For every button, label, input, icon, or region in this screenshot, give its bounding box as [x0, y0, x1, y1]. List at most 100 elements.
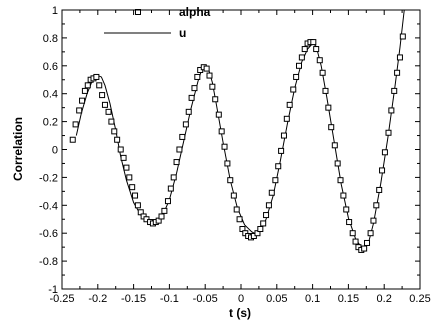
alpha-point [325, 104, 332, 111]
alpha-point [396, 54, 403, 61]
alpha-point [164, 198, 171, 205]
alpha-point [257, 226, 264, 233]
alpha-point [123, 164, 130, 171]
series-u-line [75, 9, 405, 250]
alpha-point [275, 163, 282, 170]
alpha-point [221, 143, 228, 150]
alpha-point [101, 101, 108, 108]
alpha-point [108, 118, 115, 125]
y-tick-label: -0.2 [39, 172, 58, 184]
y-tick-label: 0 [52, 145, 58, 157]
x-tick-label: -0.05 [193, 293, 218, 305]
alpha-point [367, 230, 374, 237]
x-tick-label: -0.2 [88, 293, 107, 305]
alpha-point [69, 136, 76, 143]
legend-u-label: u [179, 26, 186, 40]
alpha-point [182, 121, 189, 128]
alpha-point [161, 207, 168, 214]
alpha-point [76, 107, 83, 114]
legend-alpha-label: alpha [179, 5, 211, 19]
alpha-point [346, 219, 353, 226]
alpha-point [224, 160, 231, 167]
alpha-point [167, 185, 174, 192]
alpha-point [343, 206, 350, 213]
alpha-point [185, 108, 192, 115]
alpha-point [96, 82, 103, 89]
x-tick-label: -0.1 [160, 293, 179, 305]
alpha-point [260, 220, 267, 227]
alpha-point [394, 69, 401, 76]
x-tick-label: 0.15 [338, 293, 359, 305]
alpha-point [72, 121, 79, 128]
alpha-point [263, 212, 270, 219]
alpha-point [265, 202, 272, 209]
alpha-point [134, 202, 141, 209]
alpha-point [126, 174, 133, 181]
alpha-point [310, 39, 317, 46]
alpha-point [230, 192, 237, 199]
alpha-point [268, 189, 275, 196]
alpha-point [290, 86, 297, 93]
alpha-point [331, 142, 338, 149]
alpha-point [176, 146, 183, 153]
alpha-point [93, 73, 100, 80]
alpha-point [173, 159, 180, 166]
x-tick-label: 0 [238, 293, 244, 305]
alpha-point [337, 177, 344, 184]
alpha-point [129, 184, 136, 191]
x-axis-title: t (s) [229, 306, 251, 320]
y-tick-label: 0.8 [43, 33, 58, 45]
y-tick-label: 0.2 [43, 117, 58, 129]
y-axis-ticks: -1 -0.8 -0.6 -0.4 -0.2 0 0.2 0.4 0.6 0.8 1 [39, 5, 420, 296]
alpha-point [81, 87, 88, 94]
alpha-point [298, 54, 305, 61]
alpha-point [283, 115, 290, 122]
alpha-point [376, 186, 383, 193]
alpha-point [370, 217, 377, 224]
y-tick-label: 1 [52, 5, 58, 17]
alpha-point [206, 72, 213, 79]
series-alpha [69, 33, 406, 253]
legend-alpha-marker [135, 9, 141, 15]
alpha-point [381, 149, 388, 156]
alpha-point [391, 87, 398, 94]
alpha-point [218, 128, 225, 135]
alpha-point [296, 62, 302, 69]
alpha-point [209, 83, 216, 90]
alpha-point [212, 96, 219, 103]
x-tick-label: 0.1 [305, 293, 320, 305]
alpha-point [79, 97, 86, 104]
y-axis-title: Correlation [11, 117, 25, 181]
y-tick-label: -0.4 [39, 200, 58, 212]
alpha-point [399, 33, 406, 40]
alpha-point [236, 216, 243, 223]
x-tick-label: -0.15 [121, 293, 146, 305]
alpha-point [215, 111, 222, 118]
alpha-point [179, 133, 186, 140]
alpha-point [361, 245, 368, 252]
alpha-point [203, 65, 210, 72]
alpha-point [111, 128, 118, 135]
y-tick-label: 0.6 [43, 61, 58, 73]
alpha-point [278, 147, 285, 154]
alpha-point [280, 132, 287, 139]
alpha-point [286, 101, 293, 108]
alpha-point [352, 238, 359, 245]
alpha-point [334, 160, 341, 167]
x-tick-label: 0.25 [409, 293, 430, 305]
alpha-point [293, 73, 300, 80]
alpha-point [340, 192, 347, 199]
alpha-point [132, 192, 139, 199]
x-axis-ticks: -0.25 -0.2 -0.15 -0.1 -0.05 0 0.05 0.1 0.15 0.2 0.… [49, 10, 431, 305]
alpha-point [191, 85, 198, 92]
alpha-point [319, 69, 326, 76]
y-tick-label: -0.8 [39, 256, 58, 268]
alpha-point [170, 174, 177, 181]
y-tick-label: 0.4 [43, 89, 58, 101]
alpha-point [385, 129, 392, 136]
legend: alpha u [104, 5, 211, 40]
alpha-point [313, 46, 320, 53]
x-tick-label: -0.25 [49, 293, 74, 305]
alpha-point [233, 206, 240, 213]
